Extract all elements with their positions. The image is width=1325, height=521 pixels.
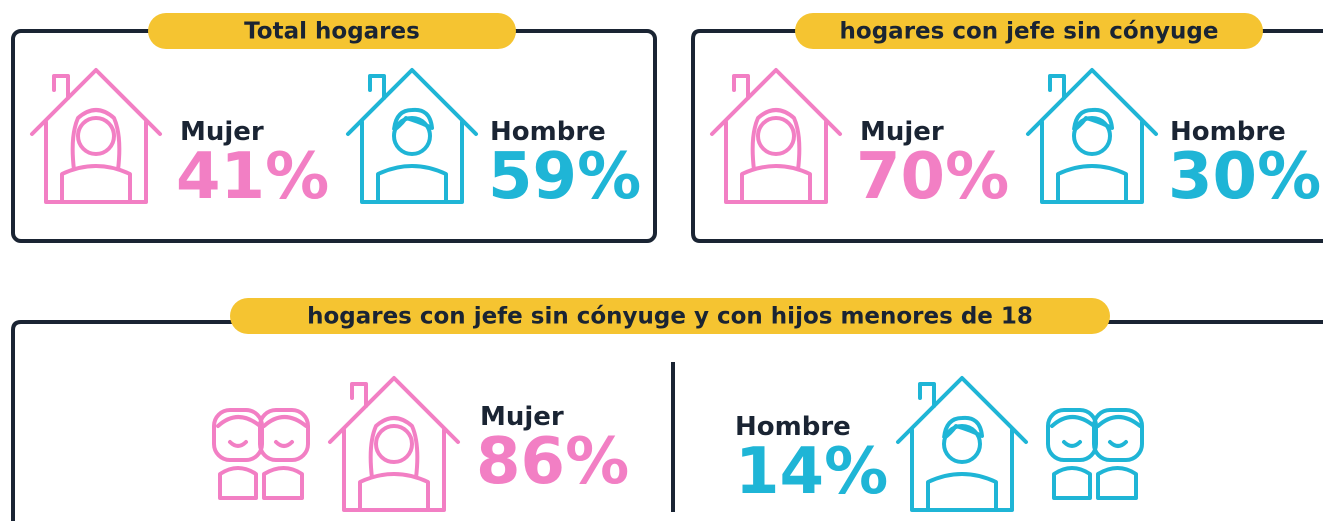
house-icon bbox=[1026, 68, 1158, 204]
panel-frame bbox=[691, 29, 1323, 243]
panel-total: Total hogares Mujer 41% Hombre 59% bbox=[11, 13, 657, 243]
label: Mujer bbox=[480, 402, 564, 432]
panel-with-children: hogares con jefe sin cónyuge y con hijos… bbox=[11, 298, 1323, 521]
kids-icon bbox=[212, 408, 310, 500]
label: Hombre bbox=[1170, 117, 1286, 147]
kids-icon bbox=[1046, 408, 1144, 500]
panel-no-spouse: hogares con jefe sin cónyuge Mujer 70% H… bbox=[691, 13, 1323, 243]
title-pill bbox=[230, 298, 1110, 334]
label: Hombre bbox=[735, 412, 851, 442]
title-pill bbox=[148, 13, 516, 49]
percent: 41% bbox=[176, 140, 329, 214]
panel-title: Total hogares bbox=[244, 19, 420, 45]
panel-frame bbox=[11, 320, 1323, 521]
percent: 86% bbox=[476, 425, 629, 499]
house-icon bbox=[896, 376, 1028, 512]
panel-title: hogares con jefe sin cónyuge bbox=[840, 19, 1219, 45]
percent: 59% bbox=[488, 140, 641, 214]
percent: 14% bbox=[735, 435, 888, 509]
percent: 70% bbox=[856, 140, 1009, 214]
label: Mujer bbox=[180, 117, 264, 147]
label: Hombre bbox=[490, 117, 606, 147]
panel-title: hogares con jefe sin cónyuge y con hijos… bbox=[307, 304, 1033, 330]
title-pill bbox=[795, 13, 1263, 49]
house-icon bbox=[30, 68, 162, 204]
percent: 30% bbox=[1168, 140, 1321, 214]
house-icon bbox=[710, 68, 842, 204]
house-icon bbox=[328, 376, 460, 512]
label: Mujer bbox=[860, 117, 944, 147]
house-icon bbox=[346, 68, 478, 204]
